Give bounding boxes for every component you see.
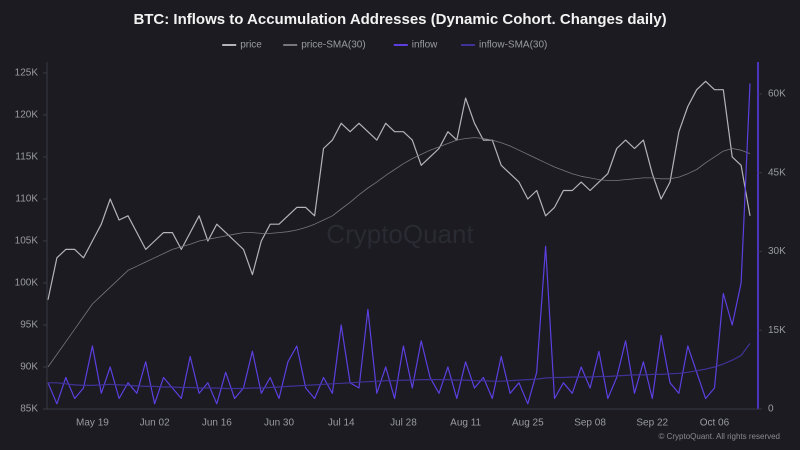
copyright: © CryptoQuant. All rights reserved: [659, 432, 781, 441]
y-tick-label: 110K: [15, 194, 38, 205]
series-line: [47, 137, 751, 368]
x-tick-label: Sep 22: [636, 418, 668, 429]
legend-label: inflow-SMA(30): [479, 40, 547, 51]
x-tick-label: Sep 08: [574, 418, 606, 429]
x-tick-label: Aug 25: [512, 418, 544, 429]
x-tick-label: Oct 06: [700, 418, 730, 429]
x-tick-label: Aug 11: [450, 418, 481, 429]
series-line: [47, 80, 751, 300]
y-tick-label: 120K: [15, 110, 39, 121]
x-tick-label: Jul 14: [328, 418, 355, 429]
y2-tick-label: 30K: [768, 246, 786, 257]
x-tick-label: Jun 30: [264, 418, 294, 429]
legend-label: price: [240, 40, 262, 51]
y2-tick-label: 60K: [768, 89, 786, 100]
x-tick-label: Jun 02: [140, 418, 170, 429]
series-line: [48, 343, 751, 390]
chart-title: BTC: Inflows to Accumulation Addresses (…: [133, 11, 666, 28]
y-tick-label: 105K: [15, 236, 39, 247]
x-tick-label: Jun 16: [202, 418, 232, 429]
y-tick-label: 85K: [20, 404, 38, 415]
series-line: [47, 83, 751, 405]
y-tick-label: 95K: [20, 320, 38, 331]
x-tick-label: Jul 28: [390, 418, 417, 429]
y-tick-label: 115K: [15, 152, 38, 163]
y2-tick-label: 0: [768, 404, 774, 415]
x-tick-label: May 19: [76, 418, 109, 429]
y2-tick-label: 45K: [768, 167, 786, 178]
legend-label: inflow: [412, 40, 438, 51]
y-tick-label: 100K: [15, 278, 39, 289]
y2-tick-label: 15K: [768, 325, 786, 336]
y-tick-label: 125K: [15, 68, 39, 79]
legend-label: price-SMA(30): [301, 40, 365, 51]
watermark: CryptoQuant: [326, 219, 474, 249]
y-tick-label: 90K: [20, 362, 38, 373]
